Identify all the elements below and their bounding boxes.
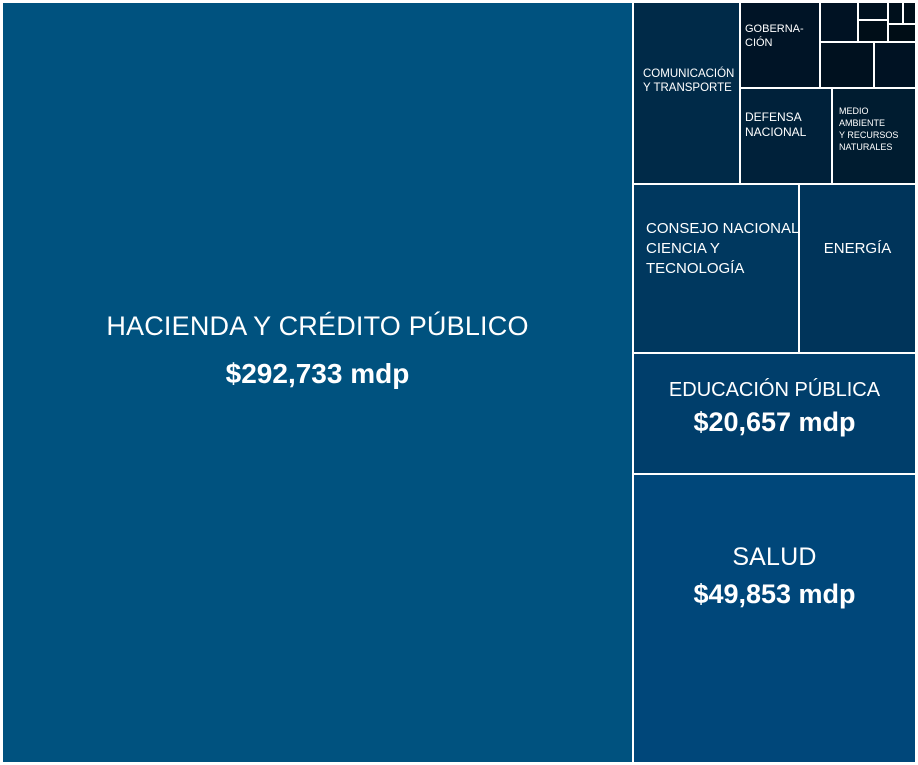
treemap-cell-small-8 (875, 43, 915, 87)
treemap-cell-small-4 (904, 3, 915, 23)
treemap-cell-medio-ambiente: MEDIO AMBIENTE Y RECURSOS NATURALES (833, 89, 915, 183)
cell-label-conacyt-line3: TECNOLOGÍA (646, 260, 745, 277)
cell-label-conacyt-line1: CONSEJO NACIONAL (646, 220, 798, 237)
treemap-cell-small-6 (889, 25, 915, 41)
treemap-cell-conacyt: CONSEJO NACIONAL CIENCIA Y TECNOLOGÍA (634, 185, 798, 352)
cell-label-medio-line1: MEDIO (839, 106, 869, 116)
cell-label-energia: ENERGÍA (823, 240, 892, 257)
cell-label-medio-line2: AMBIENTE (839, 118, 886, 128)
treemap-cell-small-1 (821, 3, 857, 41)
treemap-cell-small-5 (859, 21, 887, 41)
cell-label-gobernacion-line1: GOBERNA- (745, 23, 804, 35)
treemap-cell-comunicacion: COMUNICACIÓN Y TRANSPORTE (634, 3, 739, 183)
cell-label-gobernacion-line2: CIÓN (745, 37, 773, 49)
cell-label-educacion: EDUCACIÓN PÚBLICA (668, 379, 881, 401)
treemap-cell-energia: ENERGÍA (800, 185, 915, 352)
treemap-cell-small-3 (889, 3, 902, 23)
cell-label-conacyt-line2: CIENCIA Y (646, 240, 720, 257)
cell-label-defensa-line2: NACIONAL (745, 125, 807, 139)
treemap-cell-educacion: EDUCACIÓN PÚBLICA $20,657 mdp (634, 354, 915, 473)
cell-label-medio-line3: Y RECURSOS (839, 130, 899, 140)
cell-label-medio-line4: NATURALES (839, 142, 893, 152)
cell-value-educacion: $20,657 mdp (693, 407, 856, 437)
treemap-cell-small-7 (821, 43, 873, 87)
treemap-cell-defensa: DEFENSA NACIONAL (741, 89, 831, 183)
treemap-cell-small-2 (859, 3, 887, 19)
treemap-cell-gobernacion: GOBERNA- CIÓN (741, 3, 819, 87)
cell-label-comunicacion-line1: COMUNICACIÓN (643, 68, 735, 80)
treemap-cell-hacienda: HACIENDA Y CRÉDITO PÚBLICO $292,733 mdp (3, 3, 632, 762)
treemap-cell-salud: SALUD $49,853 mdp (634, 475, 915, 762)
cell-label-comunicacion-line2: Y TRANSPORTE (643, 82, 732, 94)
cell-label-defensa-line1: DEFENSA (745, 110, 802, 124)
cell-label-salud: SALUD (732, 543, 817, 571)
cell-label-hacienda: HACIENDA Y CRÉDITO PÚBLICO (106, 311, 529, 341)
cell-value-salud: $49,853 mdp (693, 579, 856, 609)
cell-value-hacienda: $292,733 mdp (225, 358, 410, 389)
